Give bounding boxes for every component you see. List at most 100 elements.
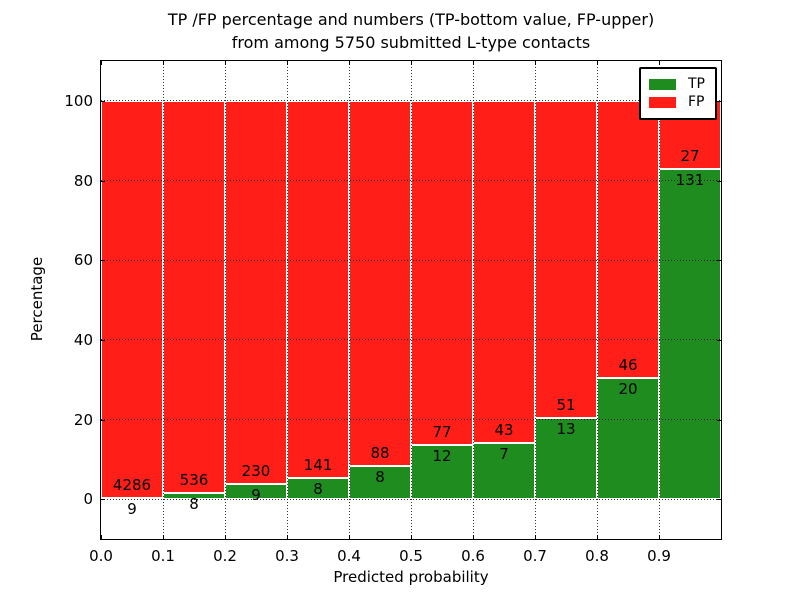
legend: TP FP bbox=[639, 67, 717, 120]
fp-bar-segment bbox=[163, 100, 225, 494]
x-tick-label: 0.2 bbox=[213, 547, 237, 565]
tick-mark bbox=[101, 339, 105, 341]
fp-bar-segment bbox=[535, 100, 597, 419]
tp-bar-segment bbox=[473, 443, 535, 500]
tp-bar-segment bbox=[349, 465, 411, 500]
tick-mark bbox=[225, 61, 226, 65]
fp-bar-segment bbox=[287, 100, 349, 478]
tp-count-label: 9 bbox=[251, 486, 261, 505]
tp-legend-swatch bbox=[649, 79, 676, 90]
tick-mark bbox=[659, 61, 660, 65]
tp-count-label: 8 bbox=[375, 467, 385, 486]
tick-mark bbox=[411, 535, 412, 539]
tick-mark bbox=[535, 535, 536, 539]
gridline-v bbox=[224, 61, 226, 539]
chart-title-line2: from among 5750 submitted L-type contact… bbox=[231, 33, 591, 52]
tick-mark bbox=[597, 535, 598, 539]
gridline-v bbox=[162, 61, 164, 539]
tp-bar-segment bbox=[659, 168, 721, 500]
tick-mark bbox=[101, 499, 105, 501]
gridline-v bbox=[596, 61, 598, 539]
tick-mark bbox=[473, 535, 474, 539]
tick-mark bbox=[411, 61, 412, 65]
legend-item-tp: TP bbox=[649, 77, 705, 92]
y-tick-label: 40 bbox=[73, 330, 93, 349]
legend-item-fp: FP bbox=[649, 95, 705, 110]
tick-mark bbox=[163, 535, 164, 539]
x-tick-label: 0.7 bbox=[523, 547, 547, 565]
fp-count-label: 43 bbox=[494, 421, 514, 440]
tick-mark bbox=[349, 61, 350, 65]
gridline-h bbox=[101, 419, 721, 420]
gridline-v bbox=[348, 61, 350, 539]
tick-mark bbox=[287, 61, 288, 65]
y-tick-label: 80 bbox=[73, 171, 93, 190]
gridline-v bbox=[472, 61, 474, 539]
fp-count-label: 4286 bbox=[112, 476, 152, 495]
fp-bar-segment bbox=[473, 100, 535, 444]
y-tick-label: 100 bbox=[64, 91, 93, 110]
y-tick-label: 60 bbox=[73, 251, 93, 270]
y-tick-label: 20 bbox=[73, 410, 93, 429]
x-tick-label: 0.6 bbox=[461, 547, 485, 565]
x-tick-label: 0.1 bbox=[151, 547, 175, 565]
tp-bar-segment bbox=[287, 477, 349, 500]
fp-legend-swatch bbox=[649, 97, 676, 108]
fp-legend-label: FP bbox=[688, 94, 705, 110]
x-tick-label: 0.8 bbox=[585, 547, 609, 565]
tick-mark bbox=[659, 535, 660, 539]
x-tick-label: 0.0 bbox=[89, 547, 113, 565]
fp-count-label: 141 bbox=[303, 455, 333, 474]
tp-count-label: 20 bbox=[618, 380, 638, 399]
tick-mark bbox=[101, 419, 105, 421]
tick-mark bbox=[101, 180, 105, 182]
tick-mark bbox=[535, 61, 536, 65]
fp-count-label: 77 bbox=[432, 423, 452, 442]
tp-bar-segment bbox=[163, 493, 225, 500]
fp-bar-segment bbox=[411, 100, 473, 446]
x-tick-label: 0.4 bbox=[337, 547, 361, 565]
tp-count-label: 13 bbox=[556, 420, 576, 439]
tick-mark bbox=[101, 535, 102, 539]
gridline-h bbox=[101, 498, 721, 500]
x-axis-label: Predicted probability bbox=[333, 568, 489, 586]
fp-bar-segment bbox=[597, 100, 659, 379]
fp-count-label: 536 bbox=[179, 471, 209, 490]
gridline-v bbox=[286, 61, 288, 539]
y-axis-label: Percentage bbox=[28, 256, 46, 342]
tick-mark bbox=[287, 535, 288, 539]
tp-count-label: 9 bbox=[127, 500, 137, 519]
tp-bar-segment bbox=[225, 484, 287, 500]
fp-bar-segment bbox=[349, 100, 411, 466]
fp-bar-segment bbox=[101, 100, 163, 499]
gridline-h bbox=[101, 180, 721, 181]
tp-count-label: 8 bbox=[313, 479, 323, 498]
y-tick-label: 0 bbox=[83, 490, 93, 509]
tp-count-label: 7 bbox=[499, 445, 509, 464]
tick-mark bbox=[101, 100, 105, 102]
tick-mark bbox=[101, 61, 102, 65]
x-tick-label: 0.5 bbox=[399, 547, 423, 565]
gridline-h bbox=[101, 339, 721, 341]
gridline-h bbox=[101, 100, 721, 102]
plot-area: TP FP 4286 9 536 8 230 9 141 8 88 8 77 12 43 7 51 13 46 2… bbox=[100, 60, 722, 540]
gridline-v bbox=[410, 61, 412, 539]
x-tick-label: 0.9 bbox=[647, 547, 671, 565]
gridline-v bbox=[534, 61, 536, 539]
tick-mark bbox=[597, 61, 598, 65]
chart-title: TP /FP percentage and numbers (TP-bottom… bbox=[168, 8, 654, 54]
fp-count-label: 27 bbox=[680, 146, 700, 165]
gridline-v bbox=[658, 61, 660, 539]
fp-count-label: 230 bbox=[241, 462, 271, 481]
tp-bar-segment bbox=[411, 445, 473, 500]
tick-mark bbox=[717, 419, 721, 421]
tp-count-label: 12 bbox=[432, 447, 452, 466]
tick-mark bbox=[717, 260, 721, 262]
tp-count-label: 8 bbox=[189, 495, 199, 514]
tick-mark bbox=[473, 61, 474, 65]
tick-mark bbox=[225, 535, 226, 539]
fp-count-label: 88 bbox=[370, 443, 390, 462]
tp-count-label: 131 bbox=[675, 170, 705, 189]
tick-mark bbox=[717, 499, 721, 501]
